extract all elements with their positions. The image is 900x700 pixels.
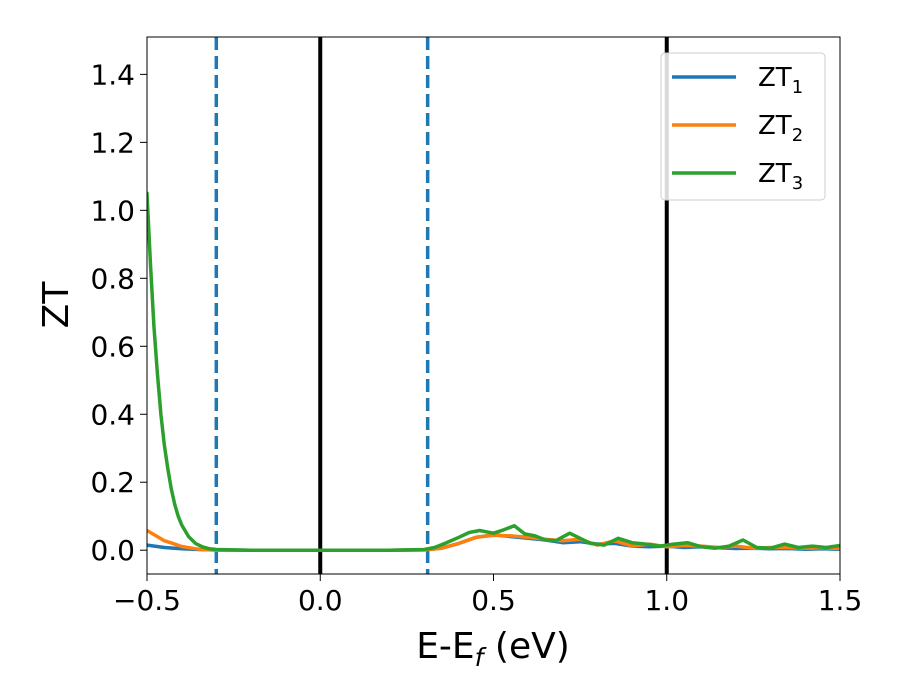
x-axis-ticks: −0.5 0.0 0.5 1.0 1.5	[113, 574, 862, 617]
x-tick-label: 0.0	[298, 584, 343, 617]
y-tick-label: 0.2	[90, 466, 135, 499]
y-tick-label: 0.6	[90, 330, 135, 363]
x-axis-title-main: E-E	[416, 626, 474, 667]
x-axis-title-unit: (eV)	[483, 626, 569, 667]
legend-label-subscript: 2	[792, 125, 803, 146]
legend-box	[660, 52, 826, 201]
series-line-3	[147, 191, 840, 552]
x-axis-title: E-Ef (eV)	[416, 626, 570, 672]
y-tick-label: 0.4	[90, 398, 135, 431]
x-tick-label: 1.5	[818, 584, 863, 617]
y-tick-label: 1.0	[90, 194, 135, 227]
legend-label-subscript: 1	[792, 77, 803, 98]
y-axis-ticks: 0.0 0.2 0.4 0.6 0.8 1.0 1.2 1.4	[90, 58, 147, 567]
y-tick-label: 0.0	[90, 534, 135, 567]
y-tick-label: 1.4	[90, 58, 135, 91]
y-axis-title: ZT	[36, 281, 77, 329]
legend-label-main: ZT	[758, 159, 792, 189]
legend-label-main: ZT	[758, 111, 792, 141]
y-tick-label: 1.2	[90, 126, 135, 159]
x-tick-label: 1.0	[644, 584, 689, 617]
y-tick-label: 0.8	[90, 262, 135, 295]
legend-label-main: ZT	[758, 63, 792, 93]
legend-label-1: ZT1	[758, 63, 803, 98]
legend-label-3: ZT3	[758, 159, 803, 194]
series-lines	[147, 191, 840, 552]
legend-label-subscript: 3	[792, 173, 803, 194]
legend-label-2: ZT2	[758, 111, 803, 146]
x-tick-label: −0.5	[113, 584, 181, 617]
x-tick-label: 0.5	[471, 584, 516, 617]
